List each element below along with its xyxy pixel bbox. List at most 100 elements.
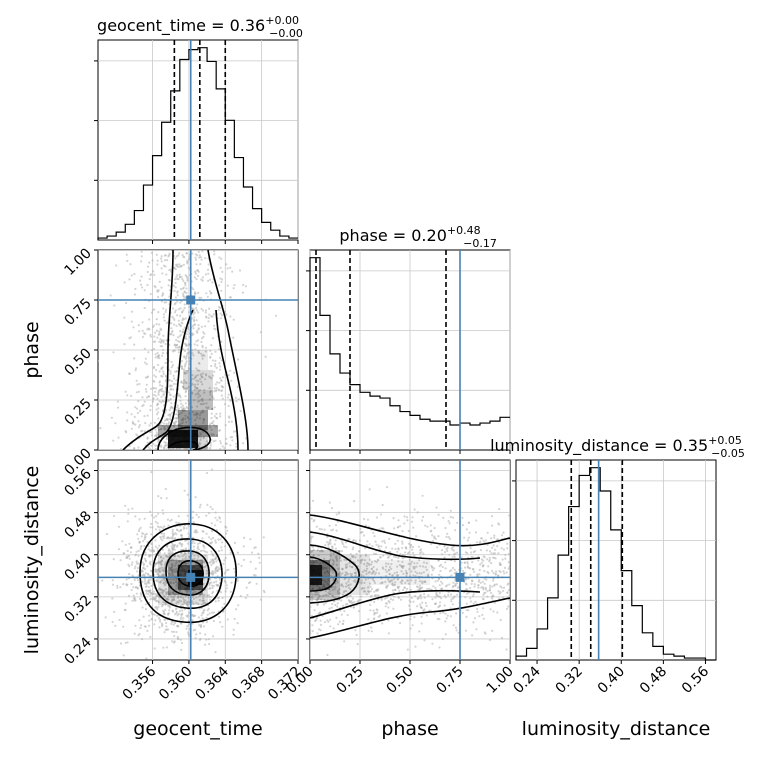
sample-point (203, 332, 206, 335)
sample-point (151, 259, 154, 262)
sample-point (391, 547, 394, 550)
sample-point (323, 566, 326, 570)
sample-point (160, 569, 163, 572)
sample-point (168, 379, 171, 382)
sample-point (427, 587, 431, 590)
sample-point (154, 331, 157, 334)
sample-point (165, 646, 168, 649)
sample-point (137, 554, 140, 558)
sample-point (168, 665, 170, 667)
sample-point (157, 333, 160, 336)
sample-point (180, 454, 182, 456)
sample-point (149, 335, 152, 338)
sample-point (156, 572, 160, 576)
sample-point (135, 592, 138, 595)
sample-point (392, 517, 395, 520)
sample-point (162, 601, 165, 604)
sample-point (105, 532, 109, 536)
sample-point (390, 579, 393, 582)
sample-point (230, 420, 233, 423)
sample-point (199, 411, 202, 414)
sample-point (165, 448, 168, 450)
sample-point (476, 607, 479, 611)
sample-point (134, 586, 137, 589)
sample-point (425, 562, 428, 565)
sample-point (413, 554, 416, 557)
sample-point (109, 294, 112, 297)
sample-point (329, 569, 332, 573)
sample-point (176, 278, 179, 281)
sample-point (401, 540, 404, 543)
sample-point (153, 380, 156, 383)
sample-point (179, 617, 182, 621)
sample-point (335, 557, 338, 561)
sample-point (204, 378, 207, 381)
sample-point (98, 360, 99, 363)
sample-point (370, 626, 373, 629)
sample-point (232, 628, 235, 631)
sample-point (220, 289, 223, 292)
sample-point (184, 342, 187, 345)
sample-point (155, 600, 158, 603)
sample-point (502, 531, 505, 534)
sample-point (250, 551, 254, 554)
sample-point (479, 581, 482, 584)
sample-point (418, 572, 421, 575)
sample-point (408, 608, 412, 611)
sample-point (338, 557, 342, 560)
sample-point (154, 545, 157, 548)
density-cell (183, 370, 213, 390)
sample-point (175, 448, 178, 450)
sample-point (128, 372, 131, 375)
sample-point (201, 357, 204, 360)
sample-point (191, 600, 194, 603)
sample-point (160, 497, 163, 500)
sample-point (448, 570, 452, 573)
sample-point (173, 564, 176, 567)
sample-point (202, 625, 206, 628)
sample-point (175, 587, 178, 590)
sample-point (144, 608, 148, 611)
sample-point (162, 372, 165, 376)
sample-point (177, 348, 180, 351)
sample-point (401, 588, 405, 592)
sample-point (203, 389, 206, 392)
x-tick-label: 0.24 (511, 663, 544, 696)
sample-point (427, 594, 430, 597)
sample-point (491, 595, 494, 598)
sample-point (167, 595, 170, 599)
sample-point (216, 584, 220, 587)
sample-point (224, 525, 227, 528)
sample-point (212, 397, 215, 400)
sample-point (411, 516, 414, 519)
sample-point (450, 598, 453, 601)
hist-bar (116, 232, 125, 240)
sample-point (215, 386, 218, 390)
sample-point (147, 446, 150, 449)
sample-point (146, 629, 149, 633)
sample-point (116, 400, 119, 403)
sample-point (472, 621, 475, 624)
sample-point (219, 277, 222, 280)
sample-point (495, 583, 499, 586)
sample-point (469, 587, 472, 590)
sample-point (435, 591, 438, 595)
sample-point (221, 376, 224, 379)
sample-point (314, 619, 317, 623)
sample-point (150, 514, 153, 517)
sample-point (174, 309, 177, 312)
sample-point (210, 315, 213, 318)
sample-point (209, 390, 212, 393)
sample-point (163, 631, 166, 634)
sample-point (198, 414, 201, 417)
sample-point (453, 568, 456, 571)
hist-bar (642, 633, 653, 660)
sample-point (167, 391, 171, 394)
sample-point (327, 561, 330, 564)
sample-point (402, 553, 405, 557)
sample-point (169, 372, 172, 375)
sample-point (254, 546, 257, 549)
sample-point (160, 260, 163, 263)
sample-point (342, 619, 345, 623)
sample-point (153, 335, 156, 338)
